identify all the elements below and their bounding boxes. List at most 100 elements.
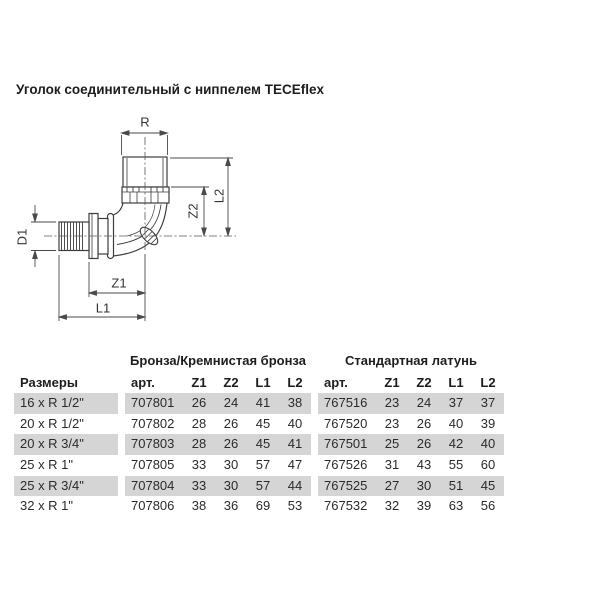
l2-cell: 39 [480, 415, 496, 431]
bronze-group-cells: 707803 28 26 45 41 [125, 434, 311, 456]
col-header-l2: L2 [480, 375, 496, 390]
l1-cell: 69 [255, 498, 271, 514]
art-cell: 767525 [324, 477, 368, 493]
art-cell: 767532 [324, 498, 368, 514]
z1-cell: 28 [191, 415, 207, 431]
l2-cell: 40 [287, 415, 303, 431]
bronze-group-cells: 707805 33 30 57 47 [125, 455, 311, 476]
z2-cell: 43 [416, 457, 432, 473]
z1-cell: 38 [191, 498, 207, 514]
col-header-art: арт. [324, 375, 348, 390]
l1-cell: 57 [255, 457, 271, 473]
size-cell: 32 x R 1" [20, 498, 74, 514]
column-gap [118, 476, 125, 497]
l2-cell: 47 [287, 457, 303, 473]
size-cell: 25 x R 3/4" [14, 475, 118, 497]
column-gap [311, 393, 318, 414]
bronze-group-cells: 707801 26 24 41 38 [125, 393, 311, 414]
brass-column-headers: арт. Z1 Z2 L1 L2 [318, 372, 504, 393]
z2-cell: 39 [416, 498, 432, 514]
column-gap [118, 372, 125, 393]
brass-group-cells: 767526 31 43 55 60 [318, 455, 504, 476]
dimension-lines [31, 130, 233, 321]
l2-cell: 37 [480, 395, 496, 410]
table-row: 32 x R 1" 707806 38 36 69 53 767532 32 39 63 56 [14, 496, 506, 517]
table-row: 16 x R 1/2" 707801 26 24 41 38 767516 23 24 37 37 [14, 393, 506, 414]
l1-cell: 37 [448, 395, 464, 410]
size-cell: 20 x R 3/4" [14, 434, 118, 456]
brass-group-cells: 767525 27 30 51 45 [318, 475, 504, 497]
l1-cell: 41 [255, 395, 271, 410]
centerlines [44, 137, 236, 252]
l2-cell: 40 [480, 436, 496, 452]
z2-cell: 30 [223, 457, 239, 473]
fitting-body [58, 156, 170, 260]
l1-cell: 57 [255, 477, 271, 493]
l2-cell: 41 [287, 436, 303, 452]
z2-cell: 26 [223, 436, 239, 452]
z1-cell: 23 [384, 415, 400, 431]
z2-cell: 36 [223, 498, 239, 514]
technical-drawing: R D1 Z2 L2 Z1 L1 [0, 100, 260, 345]
column-gap [311, 414, 318, 435]
column-gap [118, 455, 125, 476]
size-cell: 20 x R 1/2" [20, 415, 84, 431]
z1-cell: 23 [384, 395, 400, 410]
l1-cell: 45 [255, 415, 271, 431]
column-gap [311, 476, 318, 497]
z2-cell: 26 [416, 415, 432, 431]
l2-cell: 45 [480, 477, 496, 493]
col-header-z1: Z1 [384, 375, 400, 390]
art-cell: 707804 [131, 477, 175, 493]
z2-cell: 30 [223, 477, 239, 493]
z2-cell: 30 [416, 477, 432, 493]
column-gap [311, 496, 318, 517]
col-header-l1: L1 [255, 375, 271, 390]
z1-cell: 33 [191, 457, 207, 473]
z1-cell: 33 [191, 477, 207, 493]
spec-table: Бронза/Кремнистая бронза Стандартная лат… [14, 350, 506, 517]
z1-cell: 28 [191, 436, 207, 452]
column-gap [118, 434, 125, 455]
bronze-group-cells: 707804 33 30 57 44 [125, 475, 311, 497]
z2-cell: 24 [416, 395, 432, 410]
l2-cell: 53 [287, 498, 303, 514]
l1-cell: 45 [255, 436, 271, 452]
z1-cell: 32 [384, 498, 400, 514]
col-header-size: Размеры [20, 375, 78, 390]
dim-label-d1: D1 [14, 228, 30, 246]
l1-cell: 51 [448, 477, 464, 493]
table-row: 20 x R 3/4" 707803 28 26 45 41 767501 25 26 42 40 [14, 434, 506, 456]
brass-group-cells: 767520 23 26 40 39 [318, 414, 504, 435]
art-cell: 707801 [131, 395, 175, 410]
art-cell: 767501 [324, 436, 368, 452]
z2-cell: 26 [223, 415, 239, 431]
l1-cell: 42 [448, 436, 464, 452]
art-cell: 707806 [131, 498, 175, 514]
art-cell: 707803 [131, 436, 175, 452]
z1-cell: 25 [384, 436, 400, 452]
column-gap [118, 393, 125, 414]
table-body: 16 x R 1/2" 707801 26 24 41 38 767516 23 24 37 37 2… [14, 393, 506, 517]
z1-cell: 27 [384, 477, 400, 493]
bronze-group-cells: 707806 38 36 69 53 [125, 496, 311, 517]
table-column-header-row: Размеры арт. Z1 Z2 L1 L2 арт. Z1 Z2 L1 L… [14, 372, 506, 393]
size-cell: 16 x R 1/2" [14, 393, 118, 414]
l2-cell: 44 [287, 477, 303, 493]
column-gap [118, 496, 125, 517]
art-cell: 707802 [131, 415, 175, 431]
brass-group-cells: 767501 25 26 42 40 [318, 434, 504, 456]
l2-cell: 38 [287, 395, 303, 410]
column-gap [311, 434, 318, 455]
z1-cell: 26 [191, 395, 207, 410]
page-title: Уголок соединительный с ниппелем TECEfle… [16, 82, 324, 97]
l2-cell: 60 [480, 457, 496, 473]
l1-cell: 63 [448, 498, 464, 514]
bronze-group-cells: 707802 28 26 45 40 [125, 414, 311, 435]
table-row: 20 x R 1/2" 707802 28 26 45 40 767520 23 26 40 39 [14, 414, 506, 435]
column-gap [118, 414, 125, 435]
column-gap [311, 372, 318, 393]
table-row: 25 x R 3/4" 707804 33 30 57 44 767525 27 30 51 45 [14, 475, 506, 497]
z1-cell: 31 [384, 457, 400, 473]
dim-label-l2: L2 [211, 188, 227, 204]
